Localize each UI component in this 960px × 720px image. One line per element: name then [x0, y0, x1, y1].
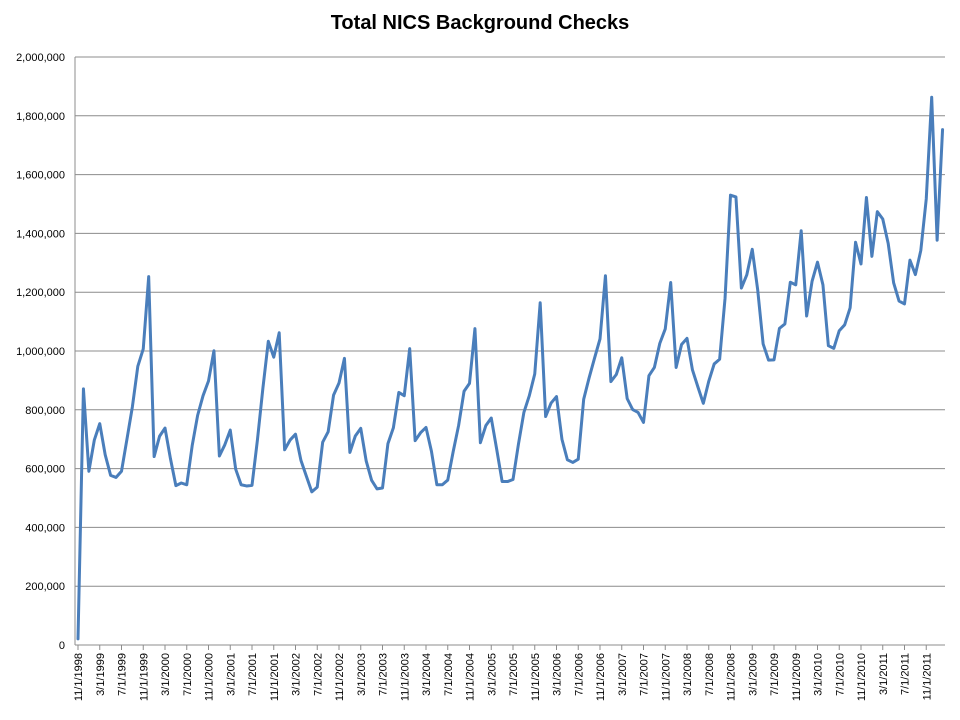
y-tick-label: 1,400,000 [16, 228, 65, 240]
x-tick-label: 3/1/2001 [225, 653, 237, 696]
y-tick-label: 1,200,000 [16, 287, 65, 299]
y-tick-label: 0 [59, 640, 65, 652]
x-tick-label: 7/1/1999 [117, 653, 129, 696]
x-tick-label: 3/1/2000 [160, 653, 172, 696]
x-tick-label: 3/1/2007 [617, 653, 629, 696]
x-tick-label: 11/1/2002 [334, 653, 346, 701]
x-tick-label: 11/1/2008 [726, 653, 738, 701]
y-tick-label: 600,000 [25, 464, 65, 476]
y-tick-label: 400,000 [25, 522, 65, 534]
x-tick-label: 3/1/1999 [95, 653, 107, 696]
x-tick-label: 7/1/2004 [443, 653, 455, 696]
x-tick-label: 7/1/2009 [769, 653, 781, 696]
x-tick-label: 3/1/2005 [486, 653, 498, 696]
x-tick-label: 11/1/1999 [138, 653, 150, 701]
x-tick-label: 11/1/2000 [204, 653, 216, 701]
x-tick-label: 3/1/2002 [291, 653, 303, 696]
y-tick-label: 200,000 [25, 581, 65, 593]
x-tick-label: 7/1/2001 [247, 653, 259, 696]
x-tick-label: 11/1/2010 [856, 653, 868, 701]
x-tick-label: 11/1/2005 [530, 653, 542, 701]
x-tick-label: 11/1/2007 [660, 653, 672, 701]
x-tick-label: 7/1/2010 [834, 653, 846, 696]
y-tick-label: 1,000,000 [16, 346, 65, 358]
x-tick-label: 11/1/2009 [791, 653, 803, 701]
x-tick-label: 7/1/2008 [704, 653, 716, 696]
x-tick-label: 11/1/2004 [465, 653, 477, 701]
x-tick-label: 11/1/2003 [399, 653, 411, 701]
x-tick-label: 3/1/2008 [682, 653, 694, 696]
x-tick-label: 7/1/2005 [508, 653, 520, 696]
x-tick-label: 7/1/2006 [573, 653, 585, 696]
x-tick-label: 7/1/2000 [182, 653, 194, 696]
x-tick-label: 3/1/2003 [356, 653, 368, 696]
x-tick-label: 11/1/2001 [269, 653, 281, 701]
x-tick-label: 7/1/2003 [378, 653, 390, 696]
x-tick-label: 11/1/2006 [595, 653, 607, 701]
x-tick-label: 3/1/2009 [747, 653, 759, 696]
y-tick-label: 2,000,000 [16, 52, 65, 64]
x-tick-label: 11/1/1998 [73, 653, 85, 701]
chart-title: Total NICS Background Checks [330, 12, 630, 34]
x-tick-label: 3/1/2004 [421, 653, 433, 696]
y-tick-label: 1,600,000 [16, 170, 65, 182]
series-line [76, 95, 945, 641]
x-tick-label: 3/1/2011 [878, 653, 890, 695]
x-tick-label: 3/1/2006 [552, 653, 564, 696]
x-tick-label: 7/1/2011 [900, 653, 912, 695]
x-tick-label: 7/1/2002 [312, 653, 324, 696]
x-tick-label: 11/1/2011 [921, 653, 933, 700]
y-tick-label: 800,000 [25, 405, 65, 417]
y-tick-label: 1,800,000 [16, 111, 65, 123]
x-tick-label: 7/1/2007 [639, 653, 651, 696]
x-tick-label: 3/1/2010 [813, 653, 825, 696]
